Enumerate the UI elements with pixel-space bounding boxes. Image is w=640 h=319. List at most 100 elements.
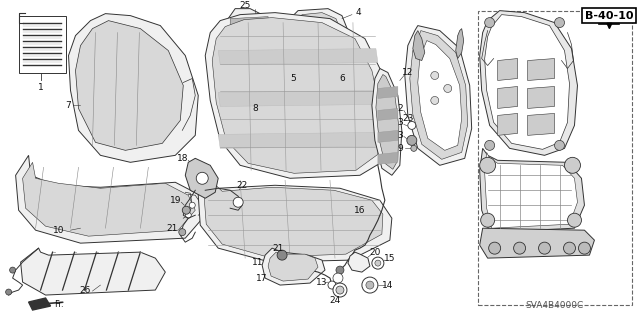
Polygon shape	[22, 162, 195, 236]
Text: SVA4B4000C: SVA4B4000C	[525, 300, 584, 309]
Circle shape	[305, 46, 311, 52]
Polygon shape	[15, 155, 205, 243]
Circle shape	[327, 45, 333, 50]
Polygon shape	[484, 15, 570, 149]
Polygon shape	[410, 31, 468, 159]
Text: 3: 3	[397, 131, 403, 140]
Text: 3: 3	[397, 118, 403, 127]
Text: 22: 22	[237, 181, 248, 190]
Circle shape	[479, 157, 495, 173]
Circle shape	[444, 85, 452, 93]
Polygon shape	[479, 11, 577, 155]
Circle shape	[328, 281, 336, 289]
Text: 1: 1	[38, 83, 44, 92]
Circle shape	[366, 281, 374, 289]
Text: 12: 12	[402, 68, 413, 77]
Text: 5: 5	[290, 74, 296, 83]
Text: 25: 25	[239, 1, 251, 10]
Polygon shape	[378, 108, 398, 120]
Bar	[477, 11, 632, 305]
Polygon shape	[418, 41, 461, 150]
Circle shape	[233, 197, 243, 207]
Circle shape	[185, 212, 191, 218]
Polygon shape	[378, 130, 398, 142]
Polygon shape	[212, 18, 382, 173]
Polygon shape	[29, 298, 51, 310]
Polygon shape	[230, 17, 268, 26]
Polygon shape	[230, 37, 268, 46]
Polygon shape	[527, 114, 554, 135]
Text: 24: 24	[330, 295, 340, 305]
Polygon shape	[498, 114, 518, 135]
Text: 4: 4	[355, 8, 361, 17]
Circle shape	[336, 286, 344, 294]
Polygon shape	[413, 31, 425, 61]
Circle shape	[563, 242, 575, 254]
Text: 14: 14	[382, 281, 394, 290]
Polygon shape	[268, 252, 318, 281]
Polygon shape	[262, 248, 325, 285]
Text: 6: 6	[339, 74, 345, 83]
Text: 21: 21	[166, 224, 178, 233]
Circle shape	[6, 289, 12, 295]
Polygon shape	[378, 152, 398, 164]
Polygon shape	[378, 86, 398, 99]
Polygon shape	[198, 175, 392, 262]
Circle shape	[179, 229, 186, 236]
Circle shape	[484, 18, 495, 28]
Text: 8: 8	[252, 104, 258, 113]
Text: 11: 11	[252, 258, 264, 267]
Polygon shape	[288, 9, 348, 57]
Text: 16: 16	[354, 206, 365, 215]
Text: 10: 10	[52, 226, 64, 235]
Text: 9: 9	[397, 144, 403, 153]
Polygon shape	[479, 148, 584, 232]
Polygon shape	[218, 91, 378, 107]
Polygon shape	[479, 228, 595, 258]
Polygon shape	[205, 13, 390, 178]
Polygon shape	[498, 58, 518, 80]
Polygon shape	[498, 86, 518, 108]
Polygon shape	[204, 180, 383, 257]
Circle shape	[538, 242, 550, 254]
Circle shape	[372, 257, 384, 269]
Text: 17: 17	[257, 274, 268, 283]
Text: 21: 21	[273, 244, 284, 253]
Polygon shape	[294, 13, 342, 54]
Circle shape	[568, 213, 582, 227]
Circle shape	[431, 71, 439, 79]
Circle shape	[554, 18, 564, 28]
Circle shape	[431, 96, 439, 104]
Circle shape	[579, 242, 591, 254]
Polygon shape	[372, 69, 402, 175]
Circle shape	[408, 122, 416, 130]
Circle shape	[277, 250, 287, 260]
Text: 26: 26	[80, 286, 91, 294]
Circle shape	[196, 172, 208, 184]
Text: 13: 13	[316, 278, 328, 286]
Text: 2: 2	[397, 104, 403, 113]
Polygon shape	[185, 158, 218, 198]
Circle shape	[564, 157, 580, 173]
Circle shape	[375, 260, 381, 266]
Polygon shape	[228, 9, 278, 63]
Circle shape	[514, 242, 525, 254]
Circle shape	[554, 140, 564, 150]
Polygon shape	[527, 86, 554, 108]
Text: 23: 23	[402, 114, 413, 123]
Polygon shape	[218, 48, 378, 64]
Circle shape	[301, 84, 311, 93]
Circle shape	[411, 145, 417, 151]
Circle shape	[484, 140, 495, 150]
Circle shape	[336, 266, 344, 274]
Polygon shape	[218, 132, 378, 148]
Polygon shape	[348, 252, 370, 272]
Circle shape	[189, 202, 195, 208]
Circle shape	[10, 267, 15, 273]
Text: 18: 18	[177, 154, 188, 163]
Polygon shape	[456, 29, 464, 58]
Circle shape	[333, 283, 347, 297]
Circle shape	[182, 206, 190, 214]
Polygon shape	[76, 21, 183, 150]
Circle shape	[327, 83, 337, 93]
